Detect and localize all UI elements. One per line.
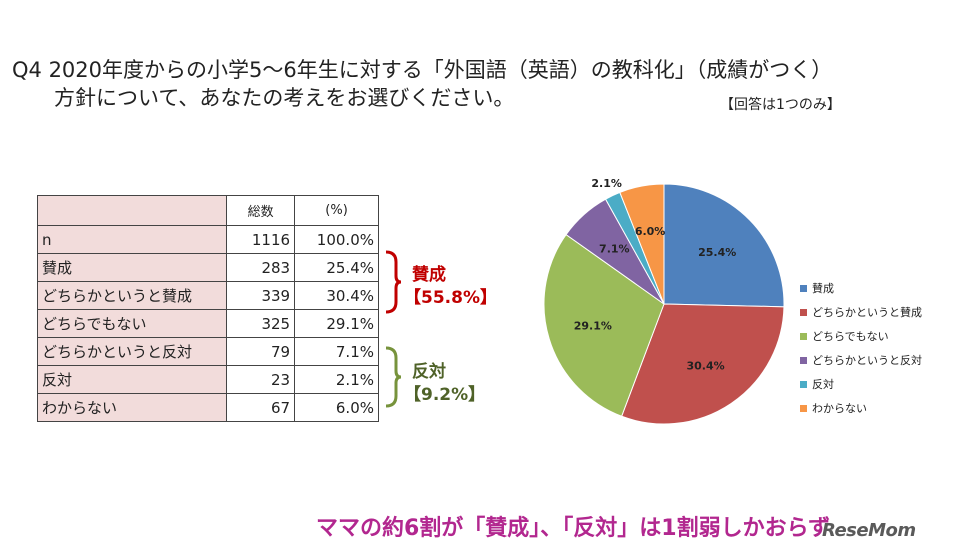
row-pct: 6.0%	[294, 393, 379, 422]
table-row: どちらかというと反対 79 7.1%	[36, 337, 379, 366]
pie-chart: 25.4% 30.4% 29.1% 7.1% 2.1% 6.0%	[538, 170, 798, 434]
legend-swatch	[800, 332, 807, 340]
pie-data-label: 7.1%	[599, 243, 630, 256]
row-label: わからない	[36, 393, 228, 422]
row-pct: 100.0%	[294, 225, 379, 254]
pie-data-label: 2.1%	[591, 177, 622, 190]
pie-data-label: 25.4%	[698, 246, 736, 259]
resemom-logo: ReseMom	[822, 520, 916, 541]
legend-label: 反対	[812, 378, 834, 391]
pie-slice	[620, 303, 785, 425]
row-count: 1116	[226, 225, 296, 254]
row-pct: 7.1%	[294, 337, 379, 366]
legend-swatch	[800, 308, 807, 316]
legend-label: どちらかというと賛成	[812, 306, 922, 319]
oppose-group-value: 【9.2%】	[404, 385, 486, 405]
table-row: どちらかというと賛成 339 30.4%	[36, 281, 379, 310]
legend-item: わからない	[800, 396, 922, 420]
question-title-line-2: 方針について、あなたの考えをお選びください。	[54, 86, 515, 110]
agree-group-label: 賛成	[412, 265, 446, 285]
row-pct: 29.1%	[294, 309, 379, 338]
row-label: 賛成	[36, 253, 228, 282]
row-count: 79	[226, 337, 296, 366]
table-header-pct: (%)	[294, 195, 379, 226]
question-title-line-1: Q4 2020年度からの小学5～6年生に対する「外国語（英語）の教科化」（成績が…	[12, 58, 833, 82]
pie-slice	[543, 233, 665, 417]
row-label: どちらでもない	[36, 309, 228, 338]
legend-item: 賛成	[800, 276, 922, 300]
row-count: 67	[226, 393, 296, 422]
pie-chart-svg: 25.4% 30.4% 29.1% 7.1% 2.1% 6.0%	[543, 177, 785, 425]
legend-label: わからない	[812, 402, 867, 415]
table-row: 賛成 283 25.4%	[36, 253, 379, 282]
legend-label: どちらかというと反対	[812, 354, 922, 367]
row-count: 325	[226, 309, 296, 338]
row-pct: 30.4%	[294, 281, 379, 310]
row-label: n	[36, 225, 228, 254]
legend-swatch	[800, 404, 807, 412]
row-pct: 25.4%	[294, 253, 379, 282]
legend-item: どちらでもない	[800, 324, 922, 348]
row-pct: 2.1%	[294, 365, 379, 394]
row-count: 23	[226, 365, 296, 394]
table-row: わからない 67 6.0%	[36, 393, 379, 422]
agree-group-value: 【55.8%】	[404, 288, 497, 308]
pie-data-label: 6.0%	[635, 225, 666, 238]
oppose-group-label: 反対	[412, 362, 446, 382]
legend-item: どちらかというと反対	[800, 348, 922, 372]
table-row: 反対 23 2.1%	[36, 365, 379, 394]
legend-label: どちらでもない	[812, 330, 889, 343]
row-count: 283	[226, 253, 296, 282]
results-table: 総数 (%) n 1116 100.0% 賛成 283 25.4% どちらかとい…	[36, 195, 379, 422]
legend-swatch	[800, 356, 807, 364]
agree-brace-icon	[385, 250, 402, 314]
row-label: どちらかというと反対	[36, 337, 228, 366]
legend-swatch	[800, 380, 807, 388]
pie-slice	[663, 183, 785, 308]
table-header-row: 総数 (%)	[36, 195, 379, 226]
table-header-label	[36, 195, 228, 226]
answer-note: 【回答は1つのみ】	[720, 97, 841, 113]
pie-data-label: 30.4%	[687, 360, 725, 373]
chart-legend: 賛成どちらかというと賛成 どちらでもないどちらかというと反対 反対わからない	[800, 276, 922, 420]
table-row: どちらでもない 325 29.1%	[36, 309, 379, 338]
legend-item: どちらかというと賛成	[800, 300, 922, 324]
table-row: n 1116 100.0%	[36, 225, 379, 254]
pie-slice	[619, 183, 665, 305]
summary-caption: ママの約6割が「賛成」、「反対」は1割弱しかおらず	[316, 516, 831, 541]
pie-data-label: 29.1%	[574, 320, 612, 333]
legend-swatch	[800, 284, 807, 292]
row-count: 339	[226, 281, 296, 310]
legend-item: 反対	[800, 372, 922, 396]
legend-label: 賛成	[812, 282, 834, 295]
row-label: 反対	[36, 365, 228, 394]
table-header-count: 総数	[226, 195, 296, 226]
oppose-brace-icon	[385, 346, 402, 408]
row-label: どちらかというと賛成	[36, 281, 228, 310]
